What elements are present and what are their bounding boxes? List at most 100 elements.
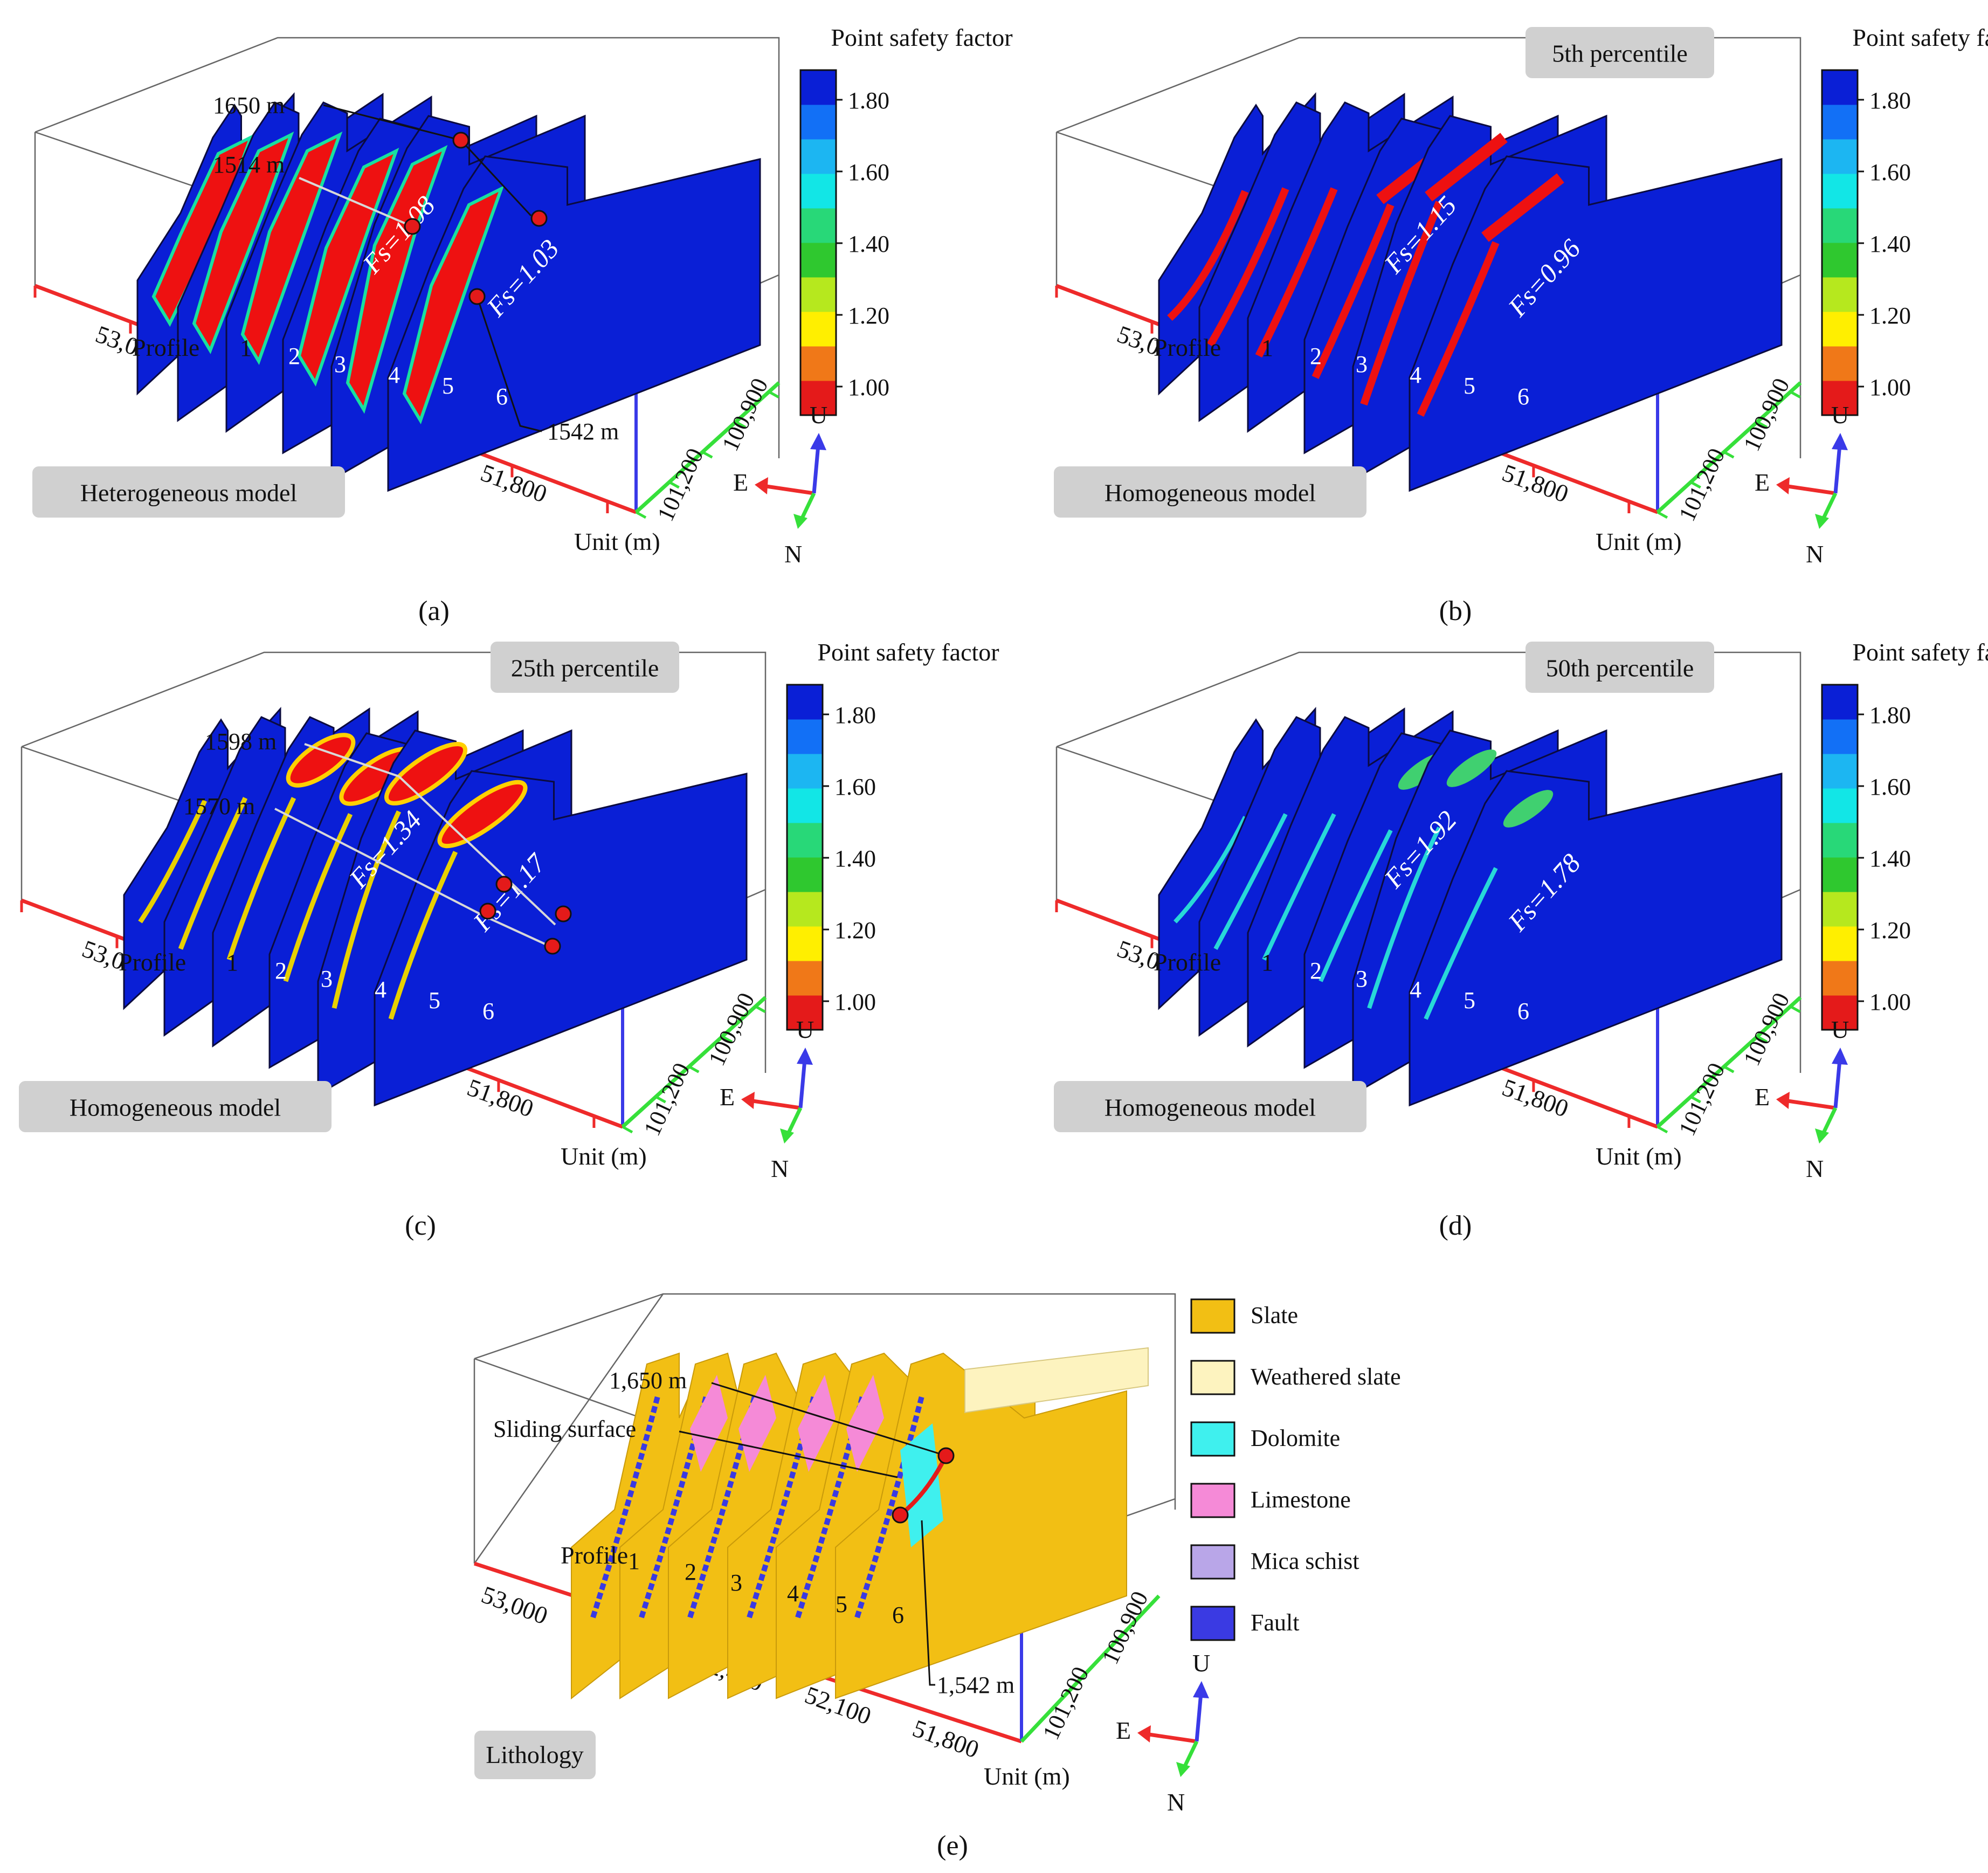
axis-y-tick: [668, 481, 680, 489]
y-tick-label: 101,200: [639, 1059, 695, 1140]
fault-trace: [590, 1395, 660, 1619]
leader-line: [304, 743, 556, 926]
colorbar-segment: [1822, 685, 1858, 720]
panel-caption: (c): [405, 1210, 436, 1241]
elevation-label: 1542 m: [547, 418, 619, 445]
axis-y: [621, 996, 767, 1128]
low-safety-zone: [240, 131, 343, 365]
compass-east-label: E: [1755, 469, 1770, 496]
profile-number: 6: [1517, 998, 1529, 1024]
profile-word: Profile: [1154, 948, 1221, 976]
compass-east-arrow: [1776, 477, 1790, 494]
box-frame-back: [473, 1293, 1176, 1564]
profile-word: Profile: [132, 334, 199, 361]
panel-header-box: [1525, 27, 1714, 78]
colorbar-segment: [800, 277, 836, 312]
legend-label: Mica schist: [1251, 1548, 1359, 1574]
colorbar-segment: [787, 754, 823, 789]
axis-y-tick: [1656, 1125, 1668, 1134]
axis-y-tick: [622, 1125, 633, 1134]
low-safety-zone: [1417, 241, 1500, 417]
compass-east-line: [1145, 1732, 1197, 1744]
model-label: Homogeneous model: [1105, 479, 1316, 507]
profile-number: 4: [375, 976, 386, 1003]
leader-line: [679, 1430, 898, 1478]
profile-slice: [1409, 155, 1783, 492]
compass-north-arrow: [780, 1128, 794, 1144]
low-safety-streak: [332, 810, 402, 1009]
compass-up-arrow: [810, 433, 826, 450]
axis-y-tick: [635, 511, 647, 519]
profile-number: 5: [1464, 373, 1475, 399]
panel-c: 53,00052,70052,40052,10051,800101,200100…: [19, 638, 999, 1241]
low-safety-zone: [384, 742, 468, 805]
box-frame-top-left: [474, 1293, 664, 1360]
sliding-point-marker: [530, 210, 548, 227]
axis-y-tick: [655, 1096, 666, 1104]
low-safety-streak: [283, 813, 353, 982]
unit-label: Unit (m): [574, 528, 660, 555]
legend-swatch-mica-schist: [1190, 1544, 1235, 1580]
colorbar-segment: [787, 719, 823, 754]
compass-up-arrow: [797, 1048, 813, 1065]
panel-caption: (a): [418, 596, 450, 626]
colorbar-segment: [787, 788, 823, 823]
compass-up-arrow: [1832, 433, 1848, 450]
compass-east-line: [749, 1098, 801, 1110]
moderate-safety-streak: [1424, 867, 1498, 1020]
low-safety-zone: [1167, 190, 1249, 321]
colorbar-title: Point safety factor: [831, 24, 1012, 51]
profile-number: 3: [1356, 966, 1368, 992]
axis-y-tick: [1790, 1005, 1801, 1013]
colorbar-segment: [1822, 857, 1858, 892]
axis-y-tick: [702, 451, 713, 459]
compass-east-arrow: [1776, 1092, 1790, 1109]
profile-number: 6: [1517, 383, 1529, 410]
colorbar-tick-label: 1.20: [848, 302, 889, 329]
colorbar-segment: [1822, 105, 1858, 140]
colorbar-segment: [787, 961, 823, 996]
compass-east-label: E: [1755, 1083, 1770, 1111]
box-frame-back: [34, 37, 780, 275]
y-tick-label: 101,200: [1674, 1059, 1730, 1140]
y-tick-label: 100,900: [1738, 374, 1795, 455]
low-safety-zone: [192, 131, 294, 354]
axis-y: [1656, 381, 1802, 514]
elevation-label: 1,650 m: [609, 1367, 687, 1394]
leader-line: [299, 177, 413, 228]
compass-north-label: N: [784, 540, 802, 568]
axis-y-tick: [688, 1065, 700, 1073]
colorbar-segment: [787, 926, 823, 961]
profile-slice: [374, 770, 748, 1107]
compass-north-label: N: [771, 1155, 789, 1182]
sliding-point-marker: [555, 905, 572, 922]
profile-number: 3: [730, 1569, 742, 1596]
colorbar-tick-label: 1.80: [834, 702, 876, 728]
axis-y-tick: [1756, 421, 1768, 429]
colorbar-tick-label: 1.40: [1869, 845, 1911, 872]
low-safety-zone: [286, 733, 356, 788]
panel-d: 53,00052,70052,40052,10051,800101,200100…: [1054, 638, 1988, 1241]
leader-line: [711, 1382, 947, 1457]
colorbar-segment: [1822, 277, 1858, 312]
compass-east-line: [1784, 1098, 1836, 1110]
colorbar-tick-label: 1.40: [1869, 231, 1911, 257]
colorbar-segment: [787, 892, 823, 927]
profile-number: 3: [334, 351, 346, 377]
colorbar-tick-label: 1.20: [1869, 917, 1911, 944]
panel-caption: (e): [937, 1830, 968, 1861]
axis-y-tick: [721, 1035, 733, 1043]
axis-y: [1656, 996, 1802, 1128]
x-tick-label: 53,000: [478, 1580, 551, 1629]
profile-word: Profile: [561, 1541, 628, 1569]
profile-number: 4: [1410, 362, 1421, 388]
axis-y-tick: [755, 1005, 766, 1013]
compass-up-label: U: [796, 1016, 814, 1043]
elevation-label: 1598 m: [205, 728, 277, 755]
axis-y-tick: [1723, 451, 1735, 459]
compass-up-label: U: [1192, 1649, 1210, 1677]
compass-up-arrow: [1832, 1048, 1848, 1065]
profile-number: 5: [442, 373, 454, 399]
moderate-safety-streak: [1262, 813, 1336, 961]
y-tick-label: 101,200: [1038, 1663, 1094, 1744]
